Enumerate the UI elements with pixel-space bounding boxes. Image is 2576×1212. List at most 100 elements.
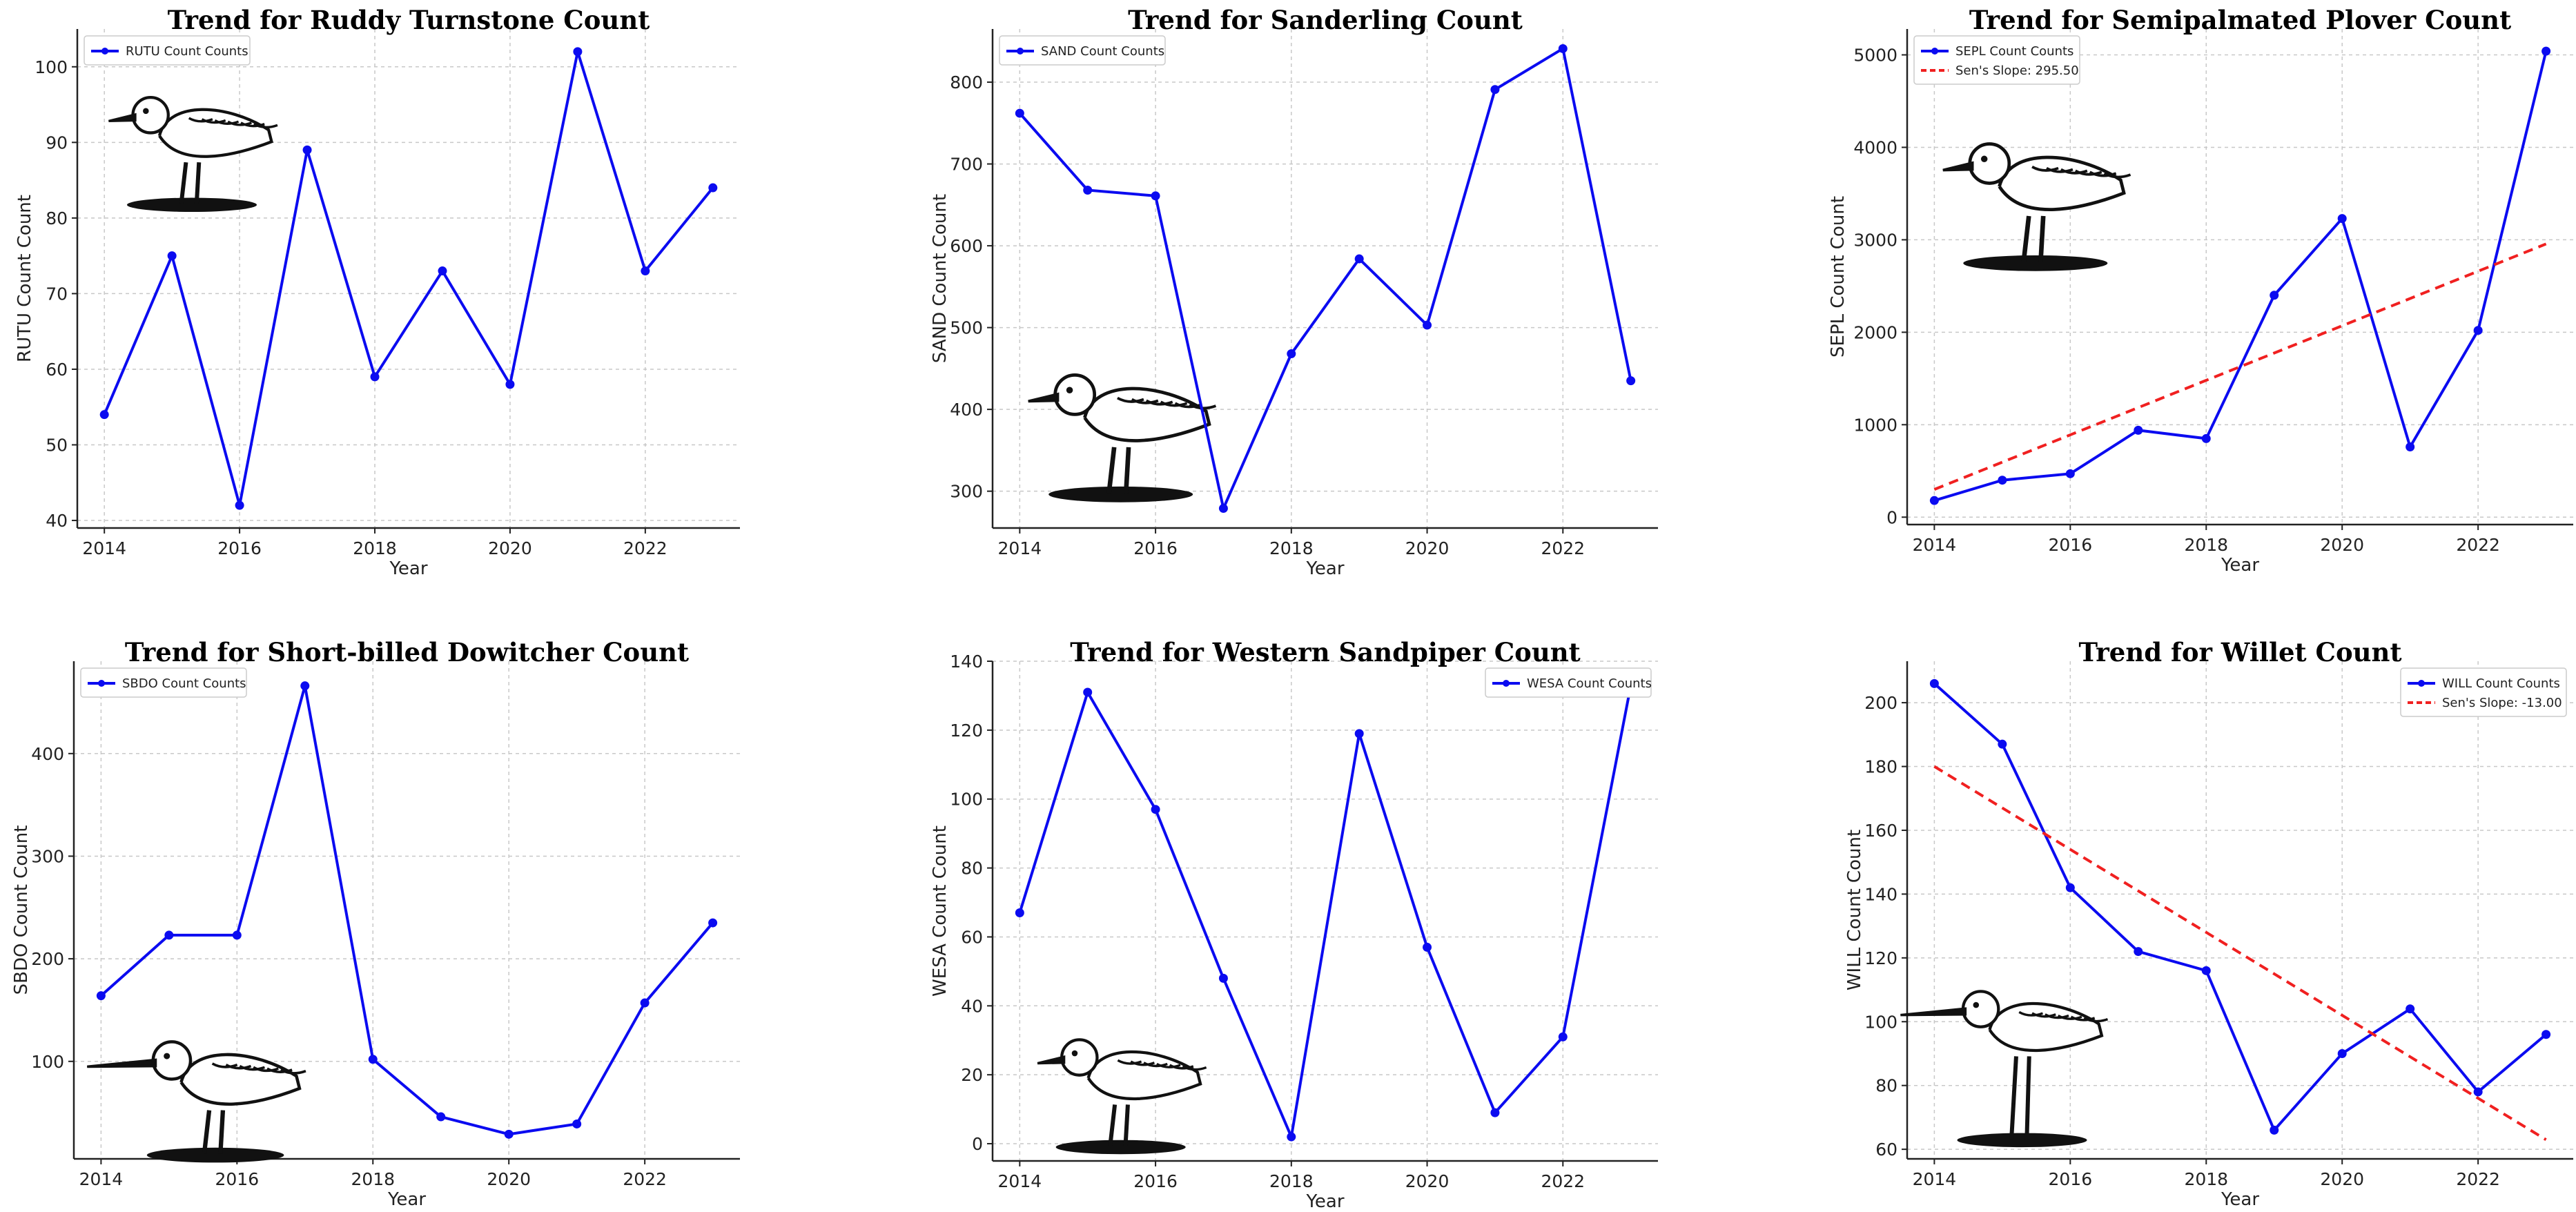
data-point [708,183,718,193]
x-tick-label: 2020 [1405,538,1450,558]
chart-panel: 2014 2016 2018 2020 2022 0 20 40 60 80 100 120 140 Tr… [930,637,1658,1212]
y-tick-label: 100 [31,1052,64,1072]
bird-feather [225,1064,252,1070]
chart-title: Trend for Semipalmated Plover Count [1969,5,2511,35]
x-tick-label: 2020 [1405,1171,1450,1191]
y-tick-label: 20 [961,1065,983,1085]
bird-bill [108,113,137,123]
bird-shadow [126,197,257,213]
y-axis-label: RUTU Count Count [14,195,35,362]
x-tick-label: 2016 [2049,1169,2093,1189]
y-tick-label: 120 [950,721,983,741]
y-tick-label: 80 [1875,1076,1897,1096]
y-tick-label: 2000 [1853,322,1897,342]
bird-leg [179,162,188,204]
sanderling-icon [1028,373,1217,502]
legend-box [1485,667,1652,698]
bird-feather [211,1062,238,1068]
data-point [2337,1048,2347,1058]
bird-body [1083,387,1211,442]
series-line [1933,50,2548,502]
legend-swatch-marker [1017,48,1024,55]
bird-feather [1117,1059,1142,1065]
western-sandpiper-icon [1037,1038,1207,1155]
bird-feather [2057,1014,2082,1020]
x-tick-label: 2016 [215,1169,260,1189]
data-point [1998,476,2007,485]
legend: WILL Count Counts Sen's Slope: -13.00 [2400,667,2567,717]
legend: SBDO Count Counts [80,667,247,698]
y-tick-label: 3000 [1853,230,1897,250]
bird-feather [2031,1012,2056,1018]
data-point [640,998,650,1008]
legend-box [999,35,1166,66]
bird-feather [227,120,252,126]
bird-body [179,1053,302,1106]
data-point [164,930,174,940]
data-point [2201,966,2211,975]
bird-feather [1117,396,1144,403]
bird-feather [2018,1010,2044,1017]
bird-leg [1108,1104,1118,1146]
y-tick-label: 400 [950,400,983,420]
bird-leg [2021,215,2031,262]
data-point [2406,442,2415,451]
bird-feather [2070,1015,2096,1022]
data-point [2134,947,2143,957]
y-tick-label: 400 [31,744,64,764]
bird-feather [239,1064,266,1071]
data-point [302,145,312,155]
bird-body [1988,1001,2104,1053]
y-tick-label: 0 [1886,507,1897,527]
y-tick-label: 180 [1864,757,1897,777]
y-tick-label: 100 [950,790,983,810]
bird-head [1053,373,1097,416]
legend: SEPL Count Counts Sen's Slope: 295.50 [1913,35,2080,85]
bird-bill [87,1058,157,1068]
data-point [2337,214,2347,224]
bird-feather [1130,1060,1155,1066]
data-point [1015,908,1024,917]
bird-bill [1037,1055,1066,1065]
data-point [641,266,650,276]
y-tick-label: 700 [950,155,983,175]
chart-title: Trend for Willet Count [2078,637,2401,667]
bird-leg [2024,1056,2031,1140]
data-point [504,1129,514,1139]
series-line [1018,46,1632,514]
y-tick-label: 300 [950,482,983,502]
bird-feather [201,118,226,124]
legend-swatch-marker [1503,680,1510,687]
legend-label: SAND Count Counts [1041,44,1164,59]
y-tick-label: 60 [1875,1140,1897,1160]
x-tick-label: 2014 [82,538,126,558]
data-point [1218,973,1228,983]
x-tick-label: 2016 [2049,535,2093,555]
data-point [2473,1087,2483,1097]
chart-title: Trend for Sanderling Count [1128,5,1523,35]
x-tick-label: 2022 [2456,535,2500,555]
y-tick-label: 140 [950,652,983,672]
bird-feather [280,1068,306,1075]
bird-leg [1123,1104,1130,1146]
x-axis-label: Year [1305,1191,1344,1212]
x-tick-label: 2022 [623,538,667,558]
legend: SAND Count Counts [999,35,1166,66]
data-point [1354,729,1364,739]
data-point [235,500,244,510]
y-tick-label: 160 [1864,821,1897,841]
legend-label: SEPL Count Counts [1955,44,2074,59]
data-point [1998,739,2007,749]
bird-eye [1980,155,1988,163]
bird-bill [1942,161,1974,172]
legend-label: Sen's Slope: -13.00 [2442,696,2562,710]
x-tick-label: 2022 [1541,1171,1585,1191]
data-point [96,991,106,1001]
bird-body [1086,1050,1202,1101]
bird-feather [1143,1062,1168,1068]
data-point [1083,185,1093,195]
bird-leg [1123,447,1131,493]
data-point [1490,85,1500,95]
data-point [438,266,447,276]
